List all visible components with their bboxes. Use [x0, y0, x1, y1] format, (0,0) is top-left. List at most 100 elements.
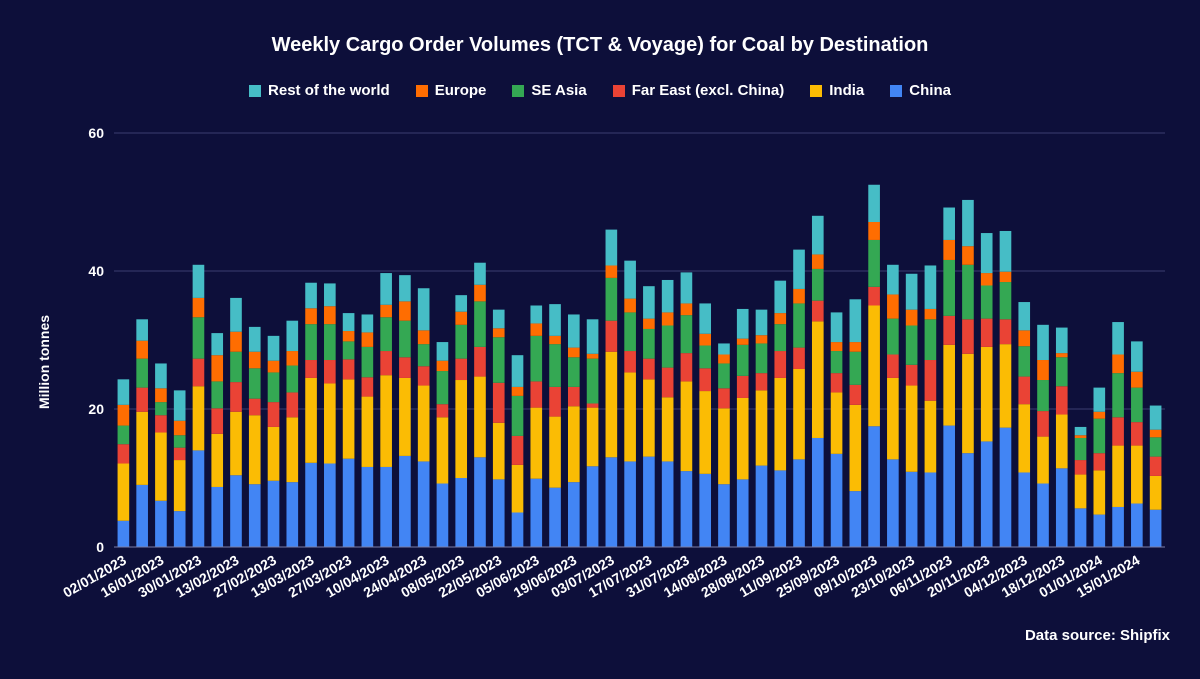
- bar-segment-rest-of-the-world: [718, 343, 730, 355]
- bar-segment-china: [943, 425, 955, 547]
- bar-segment-india: [624, 372, 636, 462]
- legend-swatch: [249, 84, 262, 97]
- bar-segment-india: [248, 415, 261, 485]
- bar-segment-china: [774, 470, 787, 547]
- bar-segment-far-east-excl-china: [718, 388, 730, 409]
- bar-segment-china: [793, 459, 805, 547]
- bar-segment-europe: [155, 388, 167, 403]
- bar-segment-far-east-excl-china: [567, 386, 580, 407]
- bar-segment-rest-of-the-world: [943, 207, 955, 240]
- bar-segment-far-east-excl-china: [962, 319, 974, 354]
- bar-segment-india: [811, 321, 824, 438]
- bar-segment-se-asia: [774, 324, 787, 352]
- bar-segment-far-east-excl-china: [1018, 376, 1031, 405]
- bar-segment-rest-of-the-world: [1055, 327, 1068, 354]
- bar-segment-india: [567, 406, 580, 483]
- bar-segment-china: [643, 456, 655, 547]
- bar-segment-china: [661, 461, 674, 547]
- bar-segment-china: [755, 465, 768, 547]
- bar-segment-far-east-excl-china: [1112, 417, 1124, 446]
- bar-segment-europe: [887, 294, 899, 319]
- legend-item-india[interactable]: India: [810, 82, 864, 99]
- bar-segment-far-east-excl-china: [605, 320, 618, 352]
- bar-segment-china: [718, 484, 730, 547]
- bar-segment-china: [586, 466, 599, 547]
- bar-segment-china: [830, 453, 843, 547]
- bar-segment-far-east-excl-china: [474, 346, 486, 377]
- bar-segment-china: [211, 486, 224, 547]
- bar-segment-india: [887, 377, 899, 460]
- bar-segment-europe: [230, 331, 242, 352]
- bar-segment-far-east-excl-china: [849, 384, 862, 405]
- bar-segment-far-east-excl-china: [267, 402, 280, 427]
- bar-segment-rest-of-the-world: [192, 264, 205, 298]
- bar-segment-se-asia: [417, 344, 430, 367]
- bar-segment-india: [586, 407, 599, 467]
- bar-segment-europe: [549, 335, 561, 345]
- bar-segment-rest-of-the-world: [474, 262, 486, 285]
- bar-segment-china: [380, 466, 392, 547]
- bar-segment-se-asia: [680, 315, 693, 354]
- bar-segment-rest-of-the-world: [849, 299, 862, 343]
- bar-segment-india: [793, 368, 805, 460]
- bar-segment-se-asia: [1055, 357, 1068, 387]
- bar-segment-far-east-excl-china: [830, 373, 843, 393]
- bar-segment-india: [774, 377, 787, 471]
- bar-segment-se-asia: [736, 344, 749, 376]
- bar-segment-se-asia: [361, 346, 374, 378]
- bar-segment-se-asia: [286, 365, 299, 393]
- bar-segment-india: [736, 397, 749, 480]
- bar-segment-india: [211, 433, 224, 487]
- bar-segment-china: [999, 427, 1012, 547]
- bar-segment-europe: [492, 328, 505, 338]
- bar-segment-se-asia: [380, 317, 392, 352]
- bar-segment-se-asia: [887, 318, 899, 355]
- bar-segment-far-east-excl-china: [680, 353, 693, 382]
- bar-segment-india: [342, 379, 355, 459]
- legend-item-rest-of-the-world[interactable]: Rest of the world: [249, 82, 390, 99]
- bars: [117, 184, 1162, 547]
- bar-segment-india: [417, 385, 430, 462]
- bar-segment-far-east-excl-china: [417, 366, 430, 386]
- bar-segment-se-asia: [117, 425, 130, 445]
- bar-segment-se-asia: [624, 312, 636, 352]
- bar-segment-far-east-excl-china: [999, 319, 1012, 345]
- bar-segment-se-asia: [1093, 418, 1106, 454]
- bar-segment-se-asia: [211, 381, 224, 409]
- bar-segment-europe: [136, 340, 148, 359]
- legend-item-far-east[interactable]: Far East (excl. China): [612, 82, 784, 99]
- bar-segment-india: [905, 385, 918, 472]
- bar-segment-india: [286, 417, 299, 483]
- chart-legend: Rest of the world Europe SE Asia Far Eas…: [0, 82, 1200, 99]
- legend-swatch: [810, 84, 823, 97]
- bar-segment-china: [868, 426, 880, 547]
- bar-segment-rest-of-the-world: [905, 273, 918, 310]
- legend-item-europe[interactable]: Europe: [415, 82, 486, 99]
- legend-swatch: [512, 84, 525, 97]
- legend-swatch: [890, 84, 903, 97]
- bar-segment-se-asia: [474, 301, 486, 347]
- bar-segment-rest-of-the-world: [230, 297, 242, 332]
- legend-item-china[interactable]: China: [890, 82, 951, 99]
- bar-segment-europe: [324, 306, 336, 325]
- bar-segment-se-asia: [192, 317, 205, 359]
- legend-item-se-asia[interactable]: SE Asia: [512, 82, 587, 99]
- bar-segment-china: [492, 479, 505, 547]
- bar-segment-europe: [530, 323, 543, 336]
- bar-segment-se-asia: [943, 259, 955, 316]
- bar-segment-rest-of-the-world: [455, 295, 468, 312]
- bar-segment-far-east-excl-china: [943, 315, 955, 345]
- bar-segment-se-asia: [718, 363, 730, 389]
- bar-segment-rest-of-the-world: [605, 229, 618, 266]
- bar-segment-india: [155, 432, 167, 501]
- bar-segment-se-asia: [1131, 387, 1143, 423]
- bar-segment-rest-of-the-world: [155, 363, 167, 389]
- bar-segment-rest-of-the-world: [680, 272, 693, 304]
- legend-swatch: [415, 84, 428, 97]
- bar-segment-india: [530, 407, 543, 479]
- bar-segment-europe: [380, 304, 392, 318]
- bar-segment-europe: [999, 271, 1012, 283]
- bar-segment-rest-of-the-world: [736, 308, 749, 339]
- bar-segment-europe: [286, 351, 299, 366]
- bar-segment-far-east-excl-china: [624, 351, 636, 373]
